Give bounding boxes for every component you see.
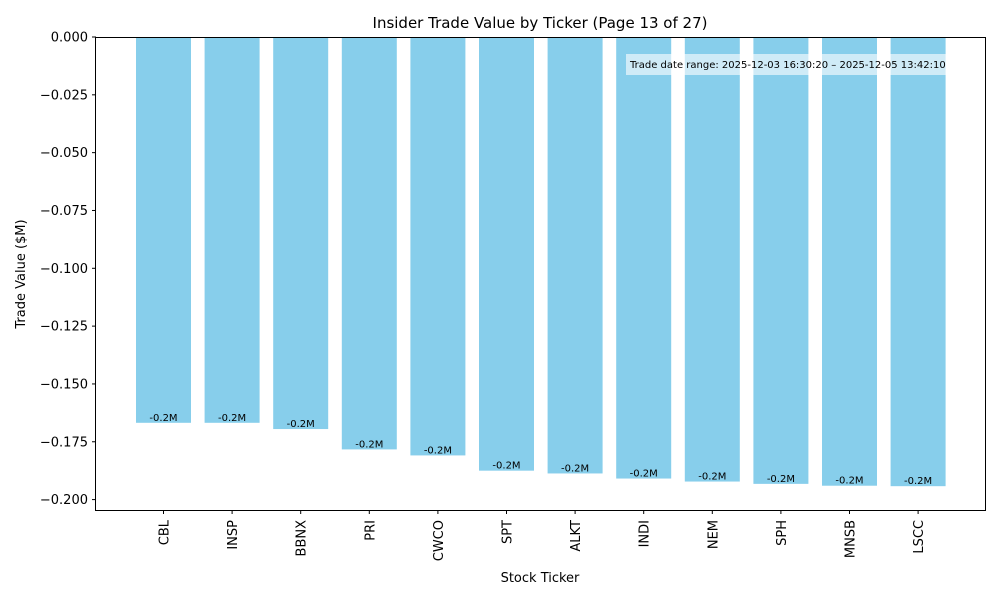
data-label-nem: -0.2M xyxy=(698,472,726,483)
y-tick-label: −0.150 xyxy=(40,377,88,392)
x-tick-label-alkt: ALKT xyxy=(569,520,584,552)
bar-lscc xyxy=(890,37,946,487)
x-tick-label-cwco: CWCO xyxy=(432,520,447,561)
bar-pri xyxy=(341,37,397,450)
x-tick-label-pri: PRI xyxy=(363,520,378,541)
bar-alkt xyxy=(547,37,603,474)
x-tick-label-indi: INDI xyxy=(638,520,653,547)
data-label-pri: -0.2M xyxy=(355,439,383,450)
x-ticks-layer: CBL INSP BBNX PRI CWCO SPT ALKT INDI NEM SPH MNSB L… xyxy=(158,510,927,561)
bar-bbnx xyxy=(273,37,329,430)
y-tick-label: −0.050 xyxy=(40,146,88,161)
data-label-cbl: -0.2M xyxy=(149,413,177,424)
x-tick-label-insp: INSP xyxy=(226,520,241,550)
annotation-box xyxy=(626,54,986,75)
bar-nem xyxy=(684,37,740,482)
data-label-sph: -0.2M xyxy=(767,474,795,485)
x-tick-label-spt: SPT xyxy=(501,520,516,544)
data-label-mnsb: -0.2M xyxy=(835,476,863,487)
x-tick-label-mnsb: MNSB xyxy=(844,520,859,558)
data-label-bbnx: -0.2M xyxy=(287,419,315,430)
y-tick-label: −0.125 xyxy=(40,320,88,335)
plot-frame xyxy=(95,37,986,511)
x-tick-label-nem: NEM xyxy=(706,520,721,549)
y-tick-label: −0.100 xyxy=(40,262,88,277)
data-label-spt: -0.2M xyxy=(492,461,520,472)
bar-cwco xyxy=(410,37,466,456)
bars-layer xyxy=(136,37,946,487)
y-tick-label: −0.025 xyxy=(40,88,88,103)
y-axis-label: Trade Value ($M) xyxy=(14,219,29,329)
bar-indi xyxy=(616,37,672,479)
y-ticks-layer: 0.000 −0.025 −0.050 −0.075 −0.100 −0.125 −0.15… xyxy=(40,31,96,508)
data-label-indi: -0.2M xyxy=(630,469,658,480)
x-tick-label-sph: SPH xyxy=(775,520,790,546)
y-tick-label: −0.075 xyxy=(40,204,88,219)
bar-mnsb xyxy=(822,37,877,486)
x-tick-label-lscc: LSCC xyxy=(912,520,927,554)
data-label-lscc: -0.2M xyxy=(904,476,932,487)
x-axis-label: Stock Ticker xyxy=(501,571,580,586)
y-tick-label: −0.175 xyxy=(40,435,88,450)
y-tick-label: 0.000 xyxy=(51,31,88,46)
data-label-alkt: -0.2M xyxy=(561,463,589,474)
bar-cbl xyxy=(136,37,191,423)
bar-spt xyxy=(479,37,534,471)
x-tick-label-bbnx: BBNX xyxy=(295,520,310,557)
axes-layer xyxy=(95,37,986,511)
annotation-layer: Trade date range: 2025-12-03 16:30:20 – … xyxy=(626,54,986,75)
x-tick-label-cbl: CBL xyxy=(158,519,173,545)
bar-insp xyxy=(204,37,260,423)
data-label-cwco: -0.2M xyxy=(424,445,452,456)
data-label-insp: -0.2M xyxy=(218,413,246,424)
chart-title: Insider Trade Value by Ticker (Page 13 o… xyxy=(373,14,708,32)
bar-sph xyxy=(753,37,809,484)
data-labels-layer: -0.2M -0.2M -0.2M -0.2M -0.2M -0.2M -0.2M -0.2M… xyxy=(149,413,932,487)
annotation-text: Trade date range: 2025-12-03 16:30:20 – … xyxy=(629,60,946,71)
y-tick-label: −0.200 xyxy=(40,493,88,508)
